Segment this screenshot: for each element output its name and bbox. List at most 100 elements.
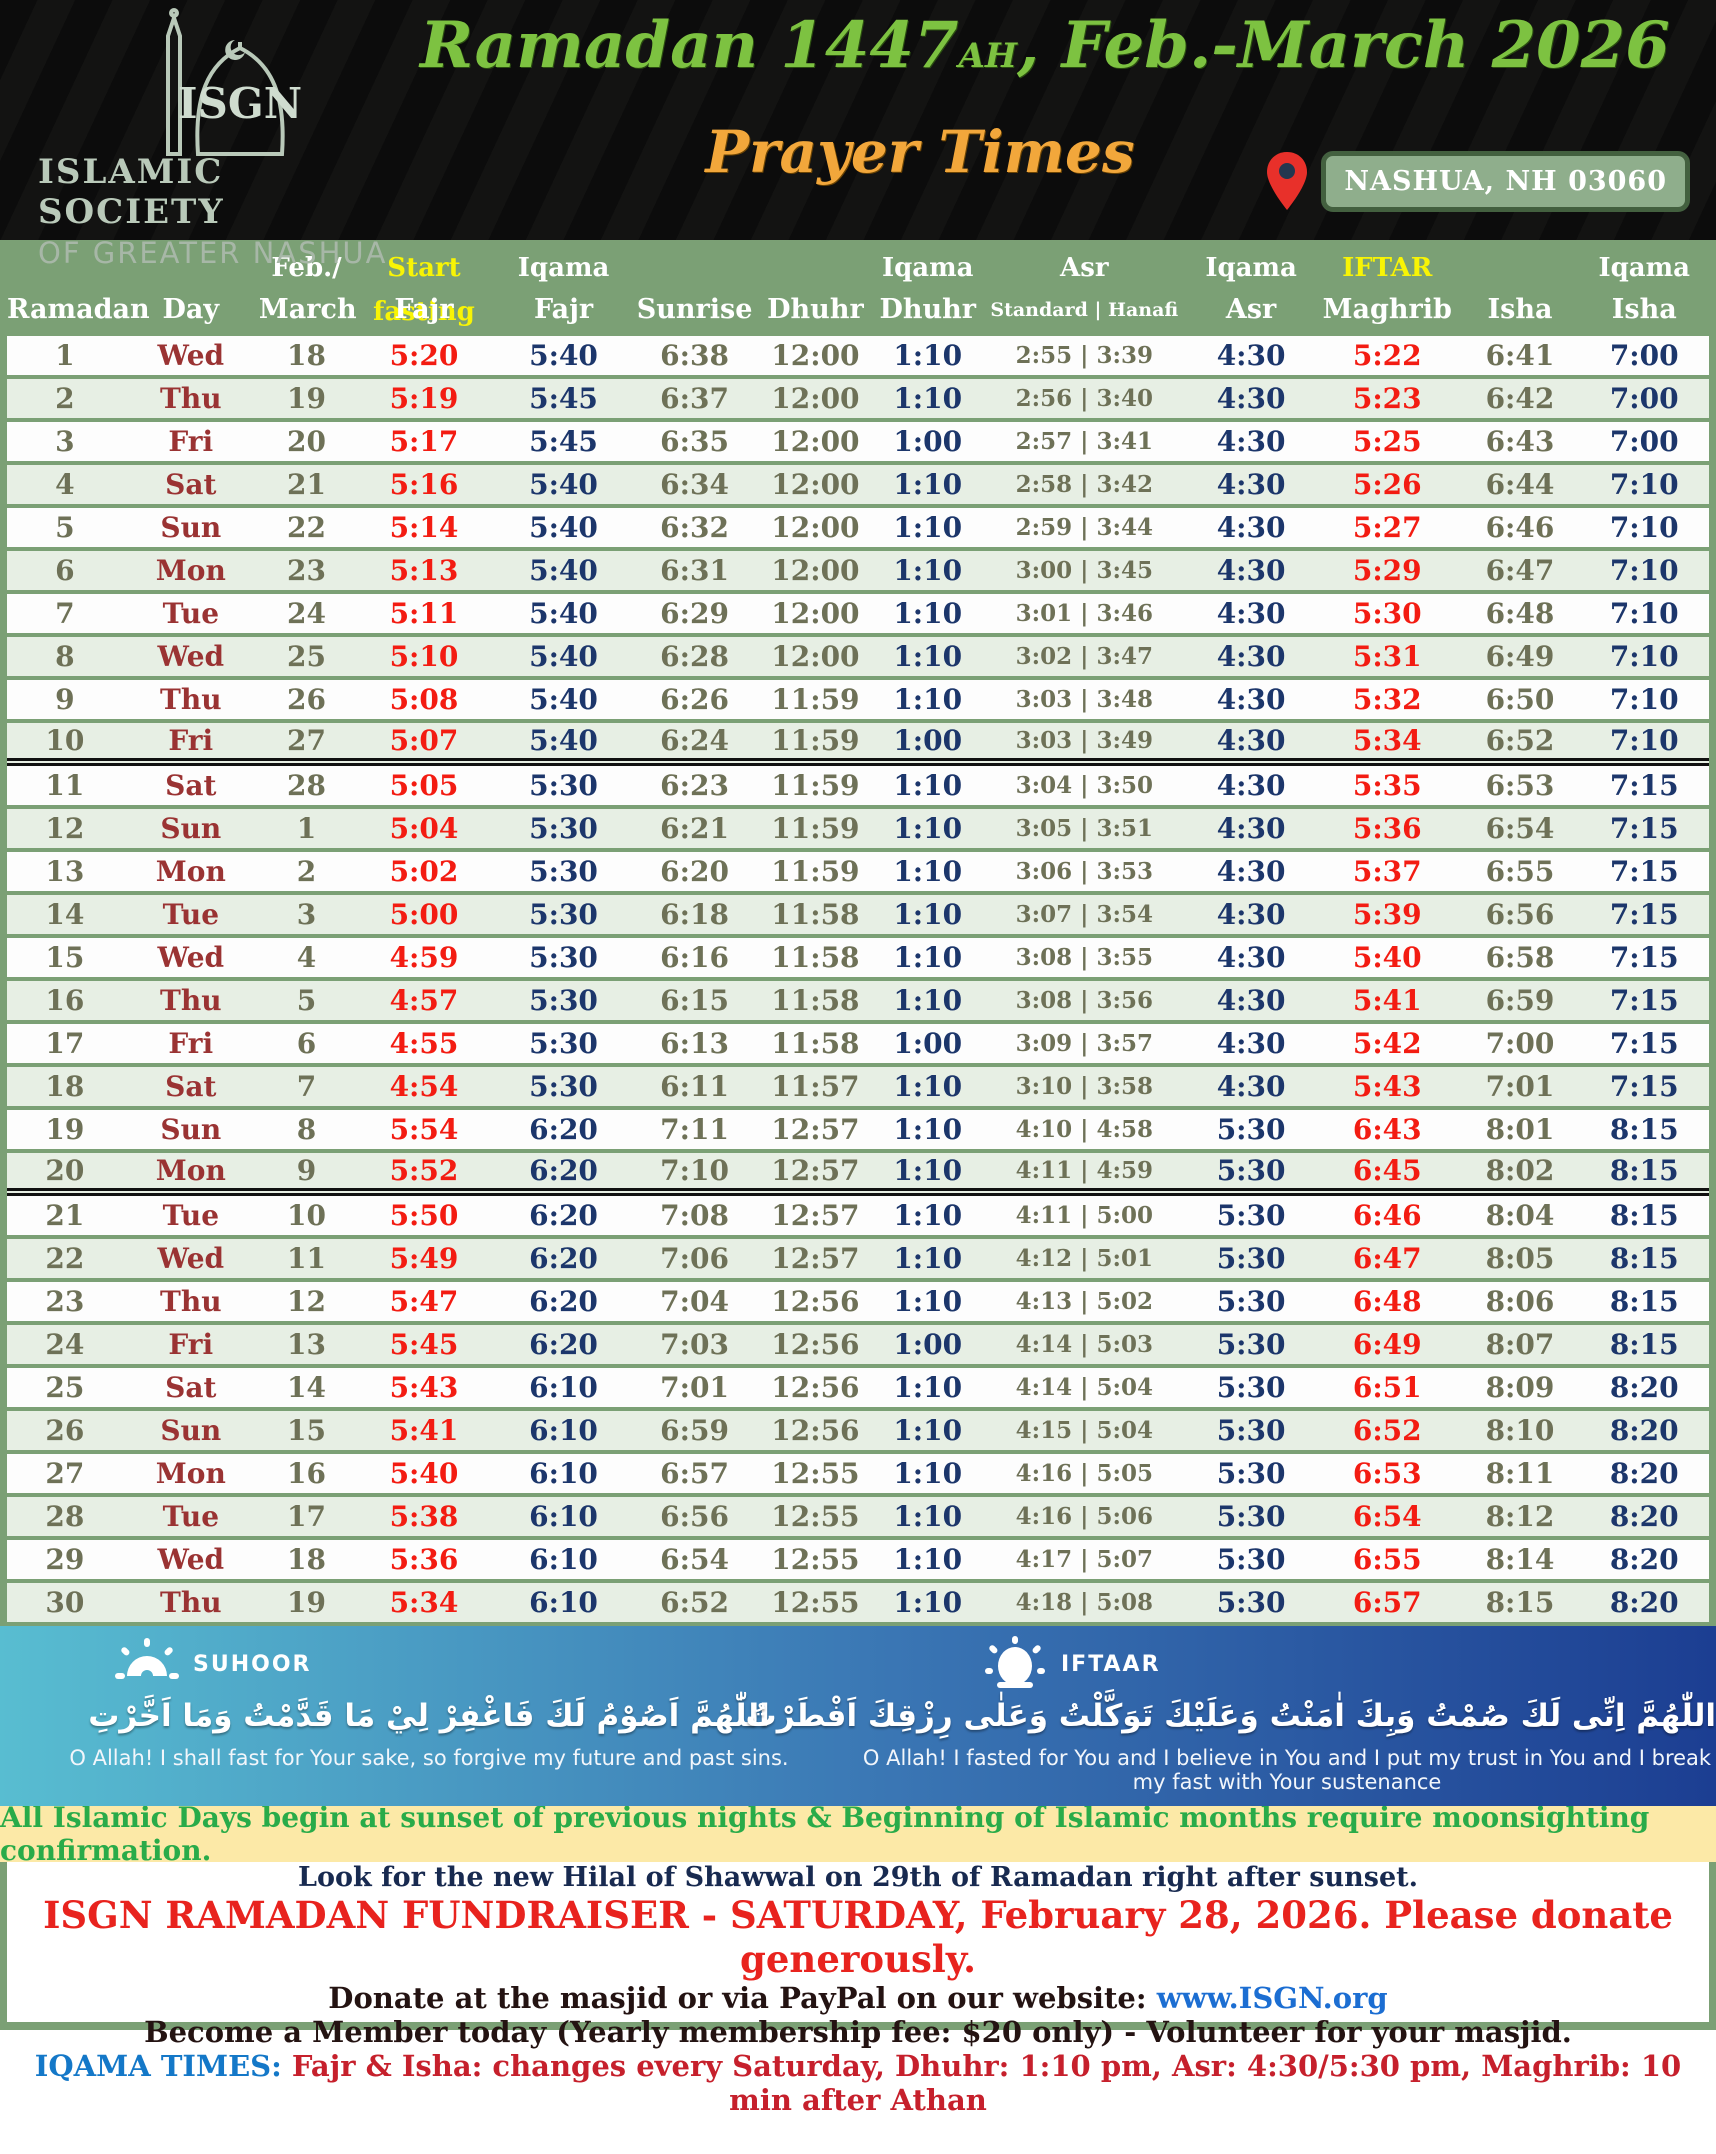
cell: 12:57 bbox=[771, 1113, 860, 1146]
cell: 6:52 bbox=[1485, 724, 1555, 757]
cell: 5:30 bbox=[529, 941, 598, 974]
cell: Mon bbox=[155, 1154, 226, 1187]
cell: 4:10 | 4:58 bbox=[1015, 1116, 1153, 1143]
website-link[interactable]: www.ISGN.org bbox=[1156, 1981, 1388, 2015]
column-top-label: Iqama bbox=[517, 253, 610, 283]
cell: 4:14 | 5:03 bbox=[1015, 1331, 1153, 1358]
cell: 5:40 bbox=[529, 511, 598, 544]
cell: 10 bbox=[287, 1199, 327, 1232]
cell: 1:10 bbox=[893, 1154, 963, 1187]
cell: 5:41 bbox=[1352, 984, 1422, 1017]
cell: 7:10 bbox=[1609, 640, 1679, 673]
cell: 11:59 bbox=[771, 724, 860, 757]
column-header-sunrise: Sunrise bbox=[633, 240, 756, 336]
cell: 8 bbox=[55, 640, 75, 673]
cell: 2:59 | 3:44 bbox=[1015, 514, 1153, 541]
cell: 4 bbox=[296, 941, 317, 974]
cell: 17 bbox=[287, 1500, 327, 1533]
isgn-logo: ISGN ISLAMIC SOCIETY OF GREATER NASHUA bbox=[38, 6, 398, 270]
cell: 8:06 bbox=[1485, 1285, 1555, 1318]
cell: 4:30 bbox=[1216, 812, 1286, 845]
cell: 6:49 bbox=[1485, 640, 1555, 673]
cell: 6:56 bbox=[660, 1500, 729, 1533]
cell: 6:31 bbox=[660, 554, 729, 587]
cell: 5:43 bbox=[389, 1371, 459, 1404]
cell: 6:32 bbox=[660, 511, 729, 544]
cell: 7:06 bbox=[660, 1242, 729, 1275]
cell: 2:55 | 3:39 bbox=[1015, 342, 1153, 369]
page-subtitle: Prayer Times bbox=[705, 118, 1135, 186]
cell: 6:54 bbox=[1485, 812, 1555, 845]
cell: 1:10 bbox=[893, 898, 963, 931]
cell: Tue bbox=[162, 898, 220, 931]
cell: 5:30 bbox=[529, 812, 598, 845]
cell: 1:00 bbox=[893, 1027, 963, 1060]
cell: 24 bbox=[287, 597, 327, 630]
cell: Tue bbox=[162, 597, 220, 630]
cell: 7:15 bbox=[1609, 984, 1679, 1017]
cell: 1:10 bbox=[893, 511, 963, 544]
cell: 7:00 bbox=[1609, 339, 1679, 372]
cell: 4:30 bbox=[1216, 1070, 1286, 1103]
cell: 6:44 bbox=[1485, 468, 1555, 501]
cell: 6:18 bbox=[660, 898, 729, 931]
cell: Fri bbox=[168, 724, 214, 757]
cell: 6 bbox=[55, 554, 75, 587]
cell: 11:59 bbox=[771, 683, 860, 716]
cell: 3:02 | 3:47 bbox=[1015, 643, 1153, 670]
column-label: Standard | Hanafi bbox=[990, 299, 1179, 321]
cell: 5:30 bbox=[1216, 1543, 1286, 1576]
iftaar-arabic-text: اللّٰهُمَّ اِنِّى لَكَ صُمْتُ وَبِكَ اٰم… bbox=[745, 1698, 1716, 1734]
cell: 12:00 bbox=[771, 597, 860, 630]
cell: 6:35 bbox=[660, 425, 729, 458]
cell: 12:00 bbox=[771, 554, 860, 587]
cell: 6:10 bbox=[529, 1586, 598, 1619]
cell: 4:15 | 5:04 bbox=[1015, 1417, 1153, 1444]
cell: Sat bbox=[165, 1371, 217, 1404]
table-row: 21 Tue 10 5:50 6:20 7:08 12:57 1:10 4:11 | 5:00 5… bbox=[7, 1196, 1709, 1239]
iftaar-label: IFTAAR bbox=[1061, 1651, 1161, 1677]
cell: 8:20 bbox=[1609, 1414, 1679, 1447]
cell: 5:30 bbox=[529, 898, 598, 931]
column-top-label: Asr bbox=[1060, 253, 1109, 283]
cell: 4:30 bbox=[1216, 984, 1286, 1017]
column-label: Isha bbox=[1487, 294, 1553, 325]
cell: 5:45 bbox=[529, 382, 598, 415]
fundraiser-announcement: ISGN RAMADAN FUNDRAISER - SATURDAY, Febr… bbox=[43, 1893, 1673, 1981]
cell: Wed bbox=[157, 1242, 225, 1275]
cell: 6:50 bbox=[1485, 683, 1555, 716]
cell: 6:11 bbox=[660, 1070, 729, 1103]
cell: 5:45 bbox=[389, 1328, 459, 1361]
cell: 6:24 bbox=[660, 724, 729, 757]
cell: 7 bbox=[296, 1070, 317, 1103]
cell: 6:42 bbox=[1485, 382, 1555, 415]
cell: 12 bbox=[287, 1285, 327, 1318]
column-label: Dhuhr bbox=[767, 294, 864, 325]
cell: 6:55 bbox=[1485, 855, 1555, 888]
table-body: 1 Wed 18 5:20 5:40 6:38 12:00 1:10 2:55 | 3:39 4:… bbox=[7, 336, 1709, 1626]
column-header-dhuhr: Iqama Dhuhr bbox=[875, 240, 981, 336]
cell: 7:15 bbox=[1609, 898, 1679, 931]
cell: 5:31 bbox=[1352, 640, 1422, 673]
cell: 6:10 bbox=[529, 1371, 598, 1404]
cell: 7 bbox=[55, 597, 75, 630]
cell: 8:15 bbox=[1485, 1586, 1555, 1619]
cell: 4:30 bbox=[1216, 855, 1286, 888]
cell: 5:30 bbox=[1216, 1500, 1286, 1533]
cell: 6:20 bbox=[529, 1285, 598, 1318]
cell: 5:05 bbox=[389, 769, 459, 802]
cell: 5:30 bbox=[529, 855, 598, 888]
donate-line: Donate at the masjid or via PayPal on ou… bbox=[328, 1981, 1388, 2015]
column-label: Fajr bbox=[394, 294, 454, 325]
cell: 4:57 bbox=[389, 984, 459, 1017]
cell: 4:30 bbox=[1216, 769, 1286, 802]
cell: 6:52 bbox=[660, 1586, 729, 1619]
cell: 2:58 | 3:42 bbox=[1015, 471, 1153, 498]
cell: 1:10 bbox=[893, 1070, 963, 1103]
cell: 8:14 bbox=[1485, 1543, 1555, 1576]
cell: 5:30 bbox=[1216, 1586, 1286, 1619]
cell: Sat bbox=[165, 468, 217, 501]
iqama-times-note: IQAMA TIMES: Fajr & Isha: changes every … bbox=[34, 2049, 1682, 2117]
cell: 12:57 bbox=[771, 1154, 860, 1187]
